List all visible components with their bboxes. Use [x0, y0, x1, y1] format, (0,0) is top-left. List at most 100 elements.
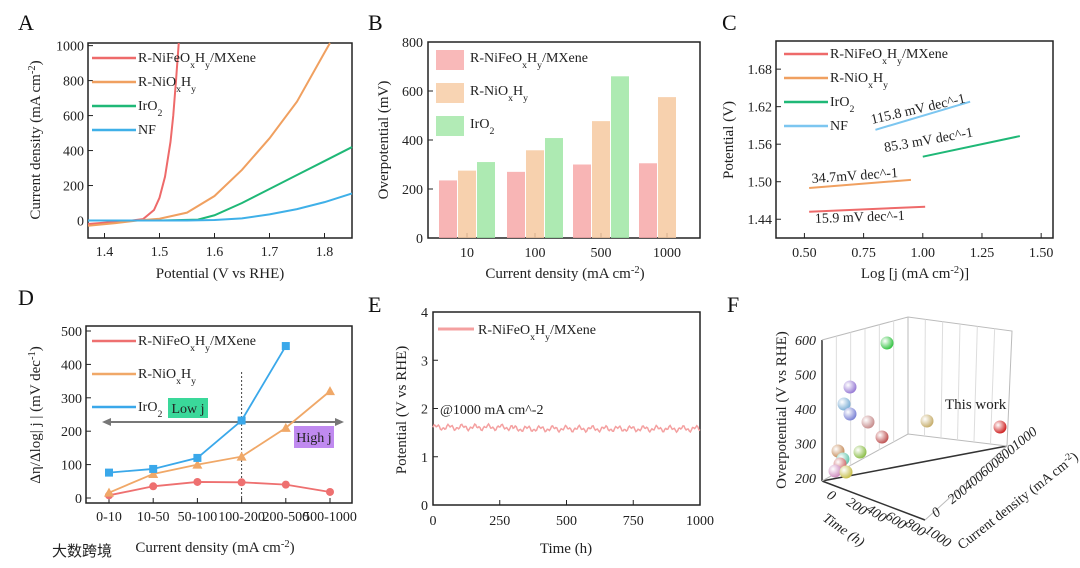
text-part: A — [18, 10, 34, 35]
slope-annotation: 15.9 mV dec^-1 — [815, 209, 905, 227]
text-part: H — [181, 75, 191, 90]
low-j-box — [168, 398, 208, 418]
grid-line — [957, 323, 961, 441]
data-point — [149, 482, 158, 491]
text-part: 1.7 — [261, 245, 279, 260]
text-part: x — [508, 93, 513, 104]
data-point — [281, 480, 290, 489]
x-tick-label: 1000 — [686, 514, 714, 529]
bar — [592, 121, 610, 238]
text-part: /MXene — [902, 47, 948, 62]
text-part: R-NiFeO — [138, 334, 190, 349]
legend-label: R-NiFeOxHy/MXene — [138, 334, 256, 354]
text-part: NF — [138, 123, 156, 138]
text-part: 0 — [416, 232, 423, 247]
text-part: 0 — [430, 514, 437, 529]
legend-label: R-NiOxHy — [830, 71, 888, 91]
legend-label: NF — [138, 123, 156, 138]
text-part: Log [j (mA cm — [861, 266, 951, 282]
watermark: 大数跨境 — [52, 542, 112, 560]
panel-e: E 0 250 500 750 1000 0 1 2 3 4 R-NiFeOxHy/MXene @100… — [368, 292, 714, 557]
text-part: 500 — [556, 514, 577, 529]
text-part: Potential (V vs RHE) — [394, 346, 410, 474]
text-part: y — [545, 332, 550, 343]
text-part: 1.50 — [1029, 246, 1054, 261]
text-part: 大数跨境 — [52, 542, 112, 560]
x-tick-label: 100 — [525, 246, 546, 261]
y-tick-label: 0 — [77, 215, 84, 230]
data-sphere — [920, 414, 934, 428]
x-tick-label: 0 — [824, 488, 838, 504]
y-tick-label: 1.68 — [748, 63, 773, 78]
text-part: D — [18, 285, 34, 310]
y-tick-label: 600 — [63, 110, 84, 125]
text-part: 10 — [460, 246, 474, 261]
x-tick-label: 1.5 — [151, 245, 169, 260]
text-part: y — [191, 84, 196, 95]
bar — [639, 163, 657, 238]
x-tick-label: 0.50 — [792, 246, 817, 261]
text-part: 0 — [77, 215, 84, 230]
text-part: 2 — [157, 108, 162, 119]
legend-label: R-NiOxHy — [470, 84, 528, 104]
bar — [526, 150, 544, 238]
text-part: F — [727, 292, 739, 317]
text-part: 1.4 — [96, 245, 114, 260]
grid-line — [940, 321, 944, 439]
legend-label: R-NiOxHy — [138, 75, 196, 95]
data-point — [192, 459, 203, 469]
y-axis-label: Δη/Δlog| j | (mV dec-1) — [27, 346, 45, 483]
text-part: x — [868, 80, 873, 91]
legend-label: NF — [830, 119, 848, 134]
data-sphere — [993, 420, 1007, 434]
x-tick-label: 100-200 — [218, 510, 265, 525]
text-part: R-NiFeO — [138, 51, 190, 66]
legend-label: IrO2 — [830, 95, 854, 115]
current-annotation: @1000 mA cm^-2 — [440, 403, 543, 418]
x-tick-label: 200-500 — [262, 510, 309, 525]
text-part: 100 — [61, 459, 82, 474]
text-part: 400 — [63, 145, 84, 160]
text-part: 800 — [63, 75, 84, 90]
y-tick-label: 3 — [421, 354, 428, 369]
y-tick-label: 200 — [61, 425, 82, 440]
y-tick-label: 500 — [61, 325, 82, 340]
stability-line — [432, 422, 701, 434]
legend-label: R-NiFeOxHy/MXene — [138, 51, 256, 71]
text-part: 300 — [61, 392, 82, 407]
bar — [439, 180, 457, 238]
text-part: Overpotential (mV) — [376, 81, 392, 200]
data-point — [281, 342, 290, 351]
text-part: 600 — [795, 334, 816, 349]
x-tick-label: 10-50 — [137, 510, 170, 525]
text-part: ) — [28, 60, 44, 65]
y-tick-label: 800 — [63, 75, 84, 90]
text-part: 600 — [63, 110, 84, 125]
bar — [611, 76, 629, 238]
text-part: ) — [640, 266, 645, 282]
text-part: 500 — [61, 325, 82, 340]
text-part: 200 — [63, 180, 84, 195]
text-part: 1.56 — [748, 138, 773, 153]
text-part: H — [535, 323, 545, 338]
series-line — [108, 481, 331, 497]
text-part: x — [882, 56, 887, 67]
text-part: ) — [28, 346, 44, 351]
text-part: 50-100 — [178, 510, 218, 525]
data-sphere — [839, 465, 853, 479]
y-tick-label: 400 — [63, 145, 84, 160]
text-part: 1000 — [922, 523, 954, 551]
text-part: 10-50 — [137, 510, 170, 525]
legend-label: R-NiFeOxHy/MXene — [470, 51, 588, 71]
text-part: Potential (V vs RHE) — [156, 266, 284, 282]
text-part: -1 — [27, 351, 38, 360]
data-point — [104, 487, 114, 497]
y-axis-label: Overpotential (mV) — [376, 81, 392, 200]
text-part: y — [523, 93, 528, 104]
x-tick-label: 1.00 — [911, 246, 936, 261]
text-part: Time (h) — [540, 541, 592, 557]
legend-label: R-NiFeOxHy/MXene — [478, 323, 596, 343]
